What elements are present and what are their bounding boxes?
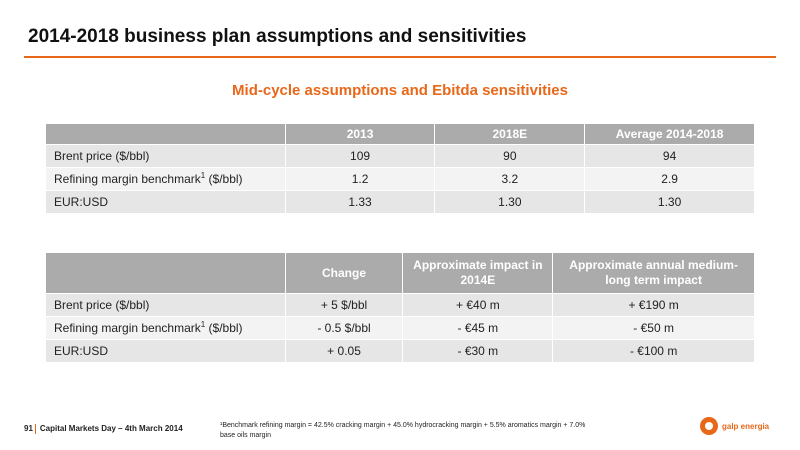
table-cell: 109 xyxy=(284,144,436,168)
table-cell: 2.9 xyxy=(584,167,755,191)
table-cell: + €40 m xyxy=(402,293,554,317)
table-cell: + €190 m xyxy=(552,293,755,317)
table-cell: 1.30 xyxy=(584,190,755,214)
column-header: Approximate impact in 2014E xyxy=(402,252,554,294)
row-label: EUR:USD xyxy=(45,339,286,363)
row-label: Brent price ($/bbl) xyxy=(45,293,286,317)
table-cell: + 5 $/bbl xyxy=(284,293,404,317)
table-cell: - €45 m xyxy=(402,316,554,340)
table-header-row: 2013 2018E Average 2014-2018 xyxy=(45,123,755,145)
sensitivities-table: Change Approximate impact in 2014E Appro… xyxy=(45,252,755,363)
event-label: Capital Markets Day – 4th March 2014 xyxy=(39,424,183,434)
row-label: EUR:USD xyxy=(45,190,286,214)
galp-logo-icon xyxy=(700,417,718,435)
table-cell: - €50 m xyxy=(552,316,755,340)
table-row: EUR:USD 1.33 1.30 1.30 xyxy=(45,190,755,214)
table-row: EUR:USD + 0.05 - €30 m - €100 m xyxy=(45,339,755,363)
footer-divider xyxy=(34,424,36,434)
table-header-row: Change Approximate impact in 2014E Appro… xyxy=(45,252,755,294)
table-row: Refining margin benchmark1 ($/bbl) - 0.5… xyxy=(45,316,755,340)
column-header: 2013 xyxy=(284,123,436,145)
column-header: Average 2014-2018 xyxy=(584,123,755,145)
footnote: ¹Benchmark refining margin = 42.5% crack… xyxy=(220,422,586,439)
table-row: Refining margin benchmark1 ($/bbl) 1.2 3… xyxy=(45,167,755,191)
table-cell: 1.2 xyxy=(284,167,436,191)
table-cell: 1.30 xyxy=(434,190,586,214)
table-cell: 90 xyxy=(434,144,586,168)
section-subtitle: Mid-cycle assumptions and Ebitda sensiti… xyxy=(232,82,568,99)
column-header: Change xyxy=(284,252,404,294)
slide-footer: 91 Capital Markets Day – 4th March 2014 xyxy=(24,424,183,434)
logo-text: galp energia xyxy=(722,421,770,431)
column-header xyxy=(45,123,286,145)
table-cell: - €30 m xyxy=(402,339,554,363)
page-number: 91 xyxy=(24,424,33,434)
row-label: Refining margin benchmark1 ($/bbl) xyxy=(45,167,286,191)
table-cell: 94 xyxy=(584,144,755,168)
table-row: Brent price ($/bbl) + 5 $/bbl + €40 m + … xyxy=(45,293,755,317)
table-cell: + 0.05 xyxy=(284,339,404,363)
table-cell: 3.2 xyxy=(434,167,586,191)
table-cell: - 0.5 $/bbl xyxy=(284,316,404,340)
title-divider xyxy=(24,56,776,58)
row-label: Brent price ($/bbl) xyxy=(45,144,286,168)
page-title: 2014-2018 business plan assumptions and … xyxy=(28,26,527,47)
column-header: 2018E xyxy=(434,123,586,145)
table-row: Brent price ($/bbl) 109 90 94 xyxy=(45,144,755,168)
company-logo: galp energia xyxy=(700,417,769,435)
column-header xyxy=(45,252,286,294)
table-cell: - €100 m xyxy=(552,339,755,363)
table-cell: 1.33 xyxy=(284,190,436,214)
row-label: Refining margin benchmark1 ($/bbl) xyxy=(45,316,286,340)
column-header: Approximate annual medium-long term impa… xyxy=(552,252,755,294)
assumptions-table: 2013 2018E Average 2014-2018 Brent price… xyxy=(45,123,755,214)
